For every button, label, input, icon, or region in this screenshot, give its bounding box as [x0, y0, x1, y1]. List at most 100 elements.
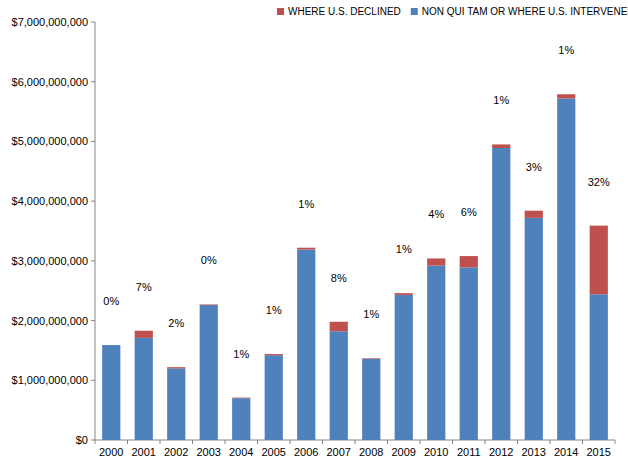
bar [427, 258, 445, 265]
bar [330, 322, 348, 332]
bar [362, 358, 380, 360]
x-tick-label: 2009 [392, 446, 416, 458]
bar [135, 338, 153, 440]
x-tick [160, 440, 161, 444]
annotation: 4% [428, 208, 444, 220]
x-tick-label: 2008 [359, 446, 383, 458]
bar [102, 345, 120, 346]
y-tick [91, 380, 95, 381]
x-tick [615, 440, 616, 444]
legend-label: NON QUI TAM OR WHERE U.S. INTERVENED [422, 6, 628, 17]
legend-swatch [277, 8, 284, 15]
x-tick [420, 440, 421, 444]
x-tick [322, 440, 323, 444]
y-tick-label: $4,000,000,000 [12, 195, 88, 207]
annotation: 32% [588, 176, 610, 188]
annotation: 1% [396, 243, 412, 255]
x-tick [582, 440, 583, 444]
y-tick [91, 141, 95, 142]
x-tick-label: 2014 [554, 446, 578, 458]
x-tick-label: 2011 [457, 446, 481, 458]
bar [362, 359, 380, 440]
y-tick [91, 260, 95, 261]
chart: $0 $1,000,000,000 $2,000,000,000 $3,000,000… [0, 0, 628, 463]
y-tick-label: $6,000,000,000 [12, 76, 88, 88]
x-tick [290, 440, 291, 444]
x-tick-label: 2003 [197, 446, 221, 458]
y-tick-label: $0 [76, 434, 88, 446]
x-tick [225, 440, 226, 444]
bar [460, 256, 478, 267]
bar [167, 367, 185, 368]
bar [265, 355, 283, 440]
y-tick [91, 22, 95, 23]
bar [232, 397, 250, 399]
bar [525, 211, 543, 218]
x-tick [485, 440, 486, 444]
annotation: 1% [363, 308, 379, 320]
bar [330, 331, 348, 440]
annotation: 6% [461, 206, 477, 218]
bar [135, 331, 153, 338]
annotation: 1% [298, 198, 314, 210]
bar [395, 295, 413, 440]
x-tick [387, 440, 388, 444]
y-tick-label: $1,000,000,000 [12, 374, 88, 386]
x-tick-label: 2005 [262, 446, 286, 458]
x-tick [95, 440, 96, 444]
x-tick-label: 2002 [164, 446, 188, 458]
bar [200, 305, 218, 440]
x-tick [550, 440, 551, 444]
annotation: 1% [558, 44, 574, 56]
annotation: 0% [201, 254, 217, 266]
x-tick-label: 2004 [229, 446, 253, 458]
annotation: 1% [493, 94, 509, 106]
bar [590, 226, 608, 295]
x-tick-label: 2007 [327, 446, 351, 458]
bar [525, 218, 543, 440]
x-tick-label: 2012 [489, 446, 513, 458]
y-axis [95, 22, 96, 440]
annotation: 1% [233, 348, 249, 360]
y-tick-label: $7,000,000,000 [12, 16, 88, 28]
bar [102, 345, 120, 440]
y-tick [91, 440, 95, 441]
annotation: 1% [266, 304, 282, 316]
annotation: 0% [103, 295, 119, 307]
x-tick-label: 2013 [522, 446, 546, 458]
bar [395, 293, 413, 295]
bars [102, 94, 608, 440]
y-tick [91, 201, 95, 202]
bar [492, 148, 510, 440]
bar [167, 368, 185, 440]
annotation: 8% [331, 272, 347, 284]
legend: WHERE U.S. DECLINED NON QUI TAM OR WHERE … [277, 6, 628, 17]
y-tick [91, 320, 95, 321]
y-tick-label: $2,000,000,000 [12, 315, 88, 327]
annotation: 3% [526, 161, 542, 173]
x-tick [452, 440, 453, 444]
bar [297, 248, 315, 250]
bar [200, 304, 218, 306]
y-tick [91, 81, 95, 82]
bar [460, 267, 478, 440]
x-tick-label: 2000 [99, 446, 123, 458]
y-tick-label: $3,000,000,000 [12, 255, 88, 267]
x-tick-label: 2001 [132, 446, 156, 458]
x-tick [192, 440, 193, 444]
x-tick-label: 2015 [587, 446, 611, 458]
legend-label: WHERE U.S. DECLINED [288, 6, 401, 17]
bar [557, 98, 575, 440]
x-tick-label: 2010 [424, 446, 448, 458]
bar [265, 354, 283, 355]
x-tick [127, 440, 128, 444]
bar [427, 266, 445, 440]
x-tick [517, 440, 518, 444]
bar [232, 398, 250, 440]
y-tick-label: $5,000,000,000 [12, 135, 88, 147]
x-tick [257, 440, 258, 444]
x-tick-label: 2006 [294, 446, 318, 458]
x-tick [355, 440, 356, 444]
bar [297, 250, 315, 440]
legend-swatch [411, 8, 418, 15]
